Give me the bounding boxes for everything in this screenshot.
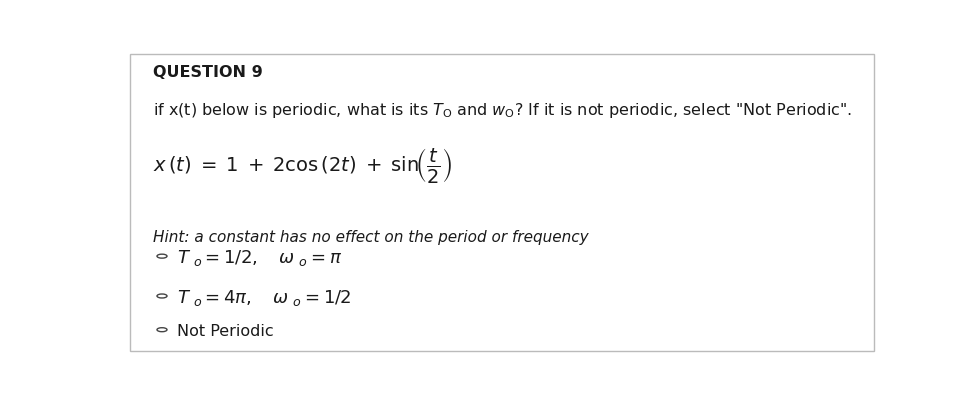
Text: $T\,_{\,o} = 4\pi,\quad \omega\,_{\,o} = 1/2$: $T\,_{\,o} = 4\pi,\quad \omega\,_{\,o} =… (177, 287, 352, 308)
Text: Not Periodic: Not Periodic (177, 324, 273, 339)
Text: $x\,(t)\; =\; 1\; +\; 2\mathrm{cos}\,(2t)\; +\; \mathrm{sin}\!\left(\dfrac{t}{2}: $x\,(t)\; =\; 1\; +\; 2\mathrm{cos}\,(2t… (153, 146, 452, 185)
Text: if x(t) below is periodic, what is its $T_{\mathrm{O}}$ and $w_{\mathrm{O}}$? If: if x(t) below is periodic, what is its $… (153, 101, 852, 120)
FancyBboxPatch shape (130, 54, 874, 351)
Text: Hint: a constant has no effect on the period or frequency: Hint: a constant has no effect on the pe… (153, 230, 589, 245)
Text: $T\,_{\,o} = 1/2,\quad \omega\,_{\,o} = \pi$: $T\,_{\,o} = 1/2,\quad \omega\,_{\,o} = … (177, 248, 342, 268)
Text: QUESTION 9: QUESTION 9 (153, 64, 263, 80)
